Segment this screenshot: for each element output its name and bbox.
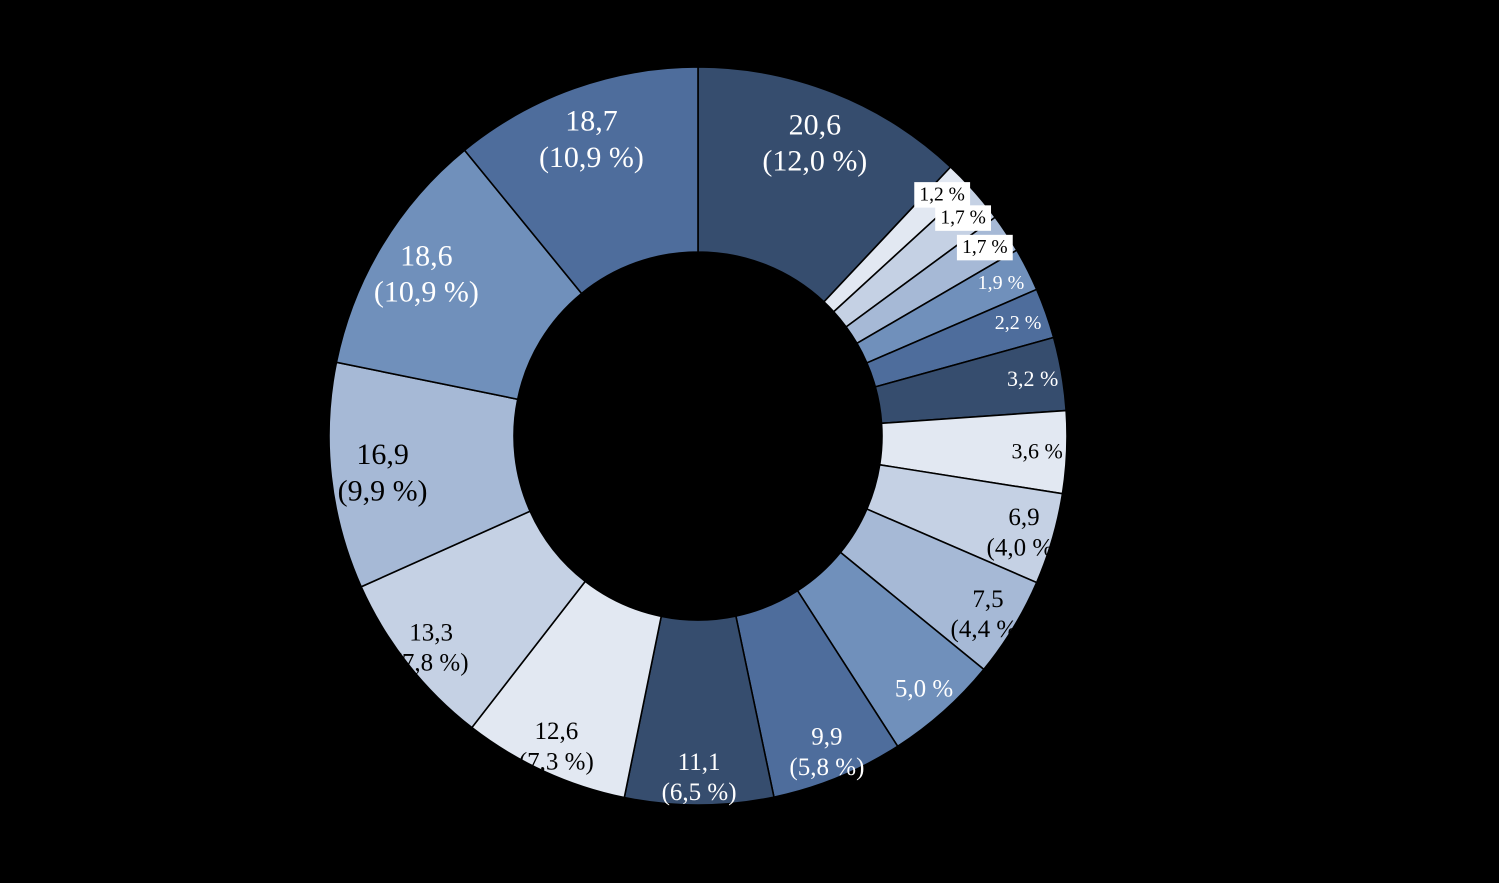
slice-label-5: 1,9 % <box>978 272 1025 294</box>
slice-label-box-2 <box>914 182 971 208</box>
slice-label-8: 3,6 % <box>1011 438 1062 463</box>
slice-label-1: 20,6 (12,0 %) <box>762 108 867 177</box>
slice-label-4: 1,7 % <box>962 237 1008 258</box>
slice-label-14: 12,6 (7,3 %) <box>519 718 594 775</box>
slice-label-3: 1,7 % <box>940 208 986 229</box>
slice-label-9: 6,9 (4,0 %) <box>987 504 1062 561</box>
slice-label-18: 18,7 (10,9 %) <box>539 104 644 173</box>
slice-label-12: 9,9 (5,8 %) <box>789 724 864 781</box>
slice-label-13: 11,1 (6,5 %) <box>662 749 737 806</box>
slice-label-2: 1,2 % <box>919 184 965 205</box>
slice-label-7: 3,2 % <box>1007 366 1058 391</box>
slice-label-17: 18,6 (10,9 %) <box>374 239 479 308</box>
slice-label-box-3 <box>935 205 992 231</box>
slice-label-box-4 <box>956 234 1013 261</box>
donut-slice-1 <box>697 66 952 304</box>
slice-label-10: 7,5 (4,4 %) <box>951 586 1026 643</box>
slice-label-16: 16,9 (9,9 %) <box>338 438 428 507</box>
donut-slice-18 <box>463 66 699 295</box>
slice-label-6: 2,2 % <box>995 312 1042 334</box>
slice-label-15: 13,3 (7,8 %) <box>394 619 469 676</box>
slice-label-11: 5,0 % <box>895 676 953 703</box>
